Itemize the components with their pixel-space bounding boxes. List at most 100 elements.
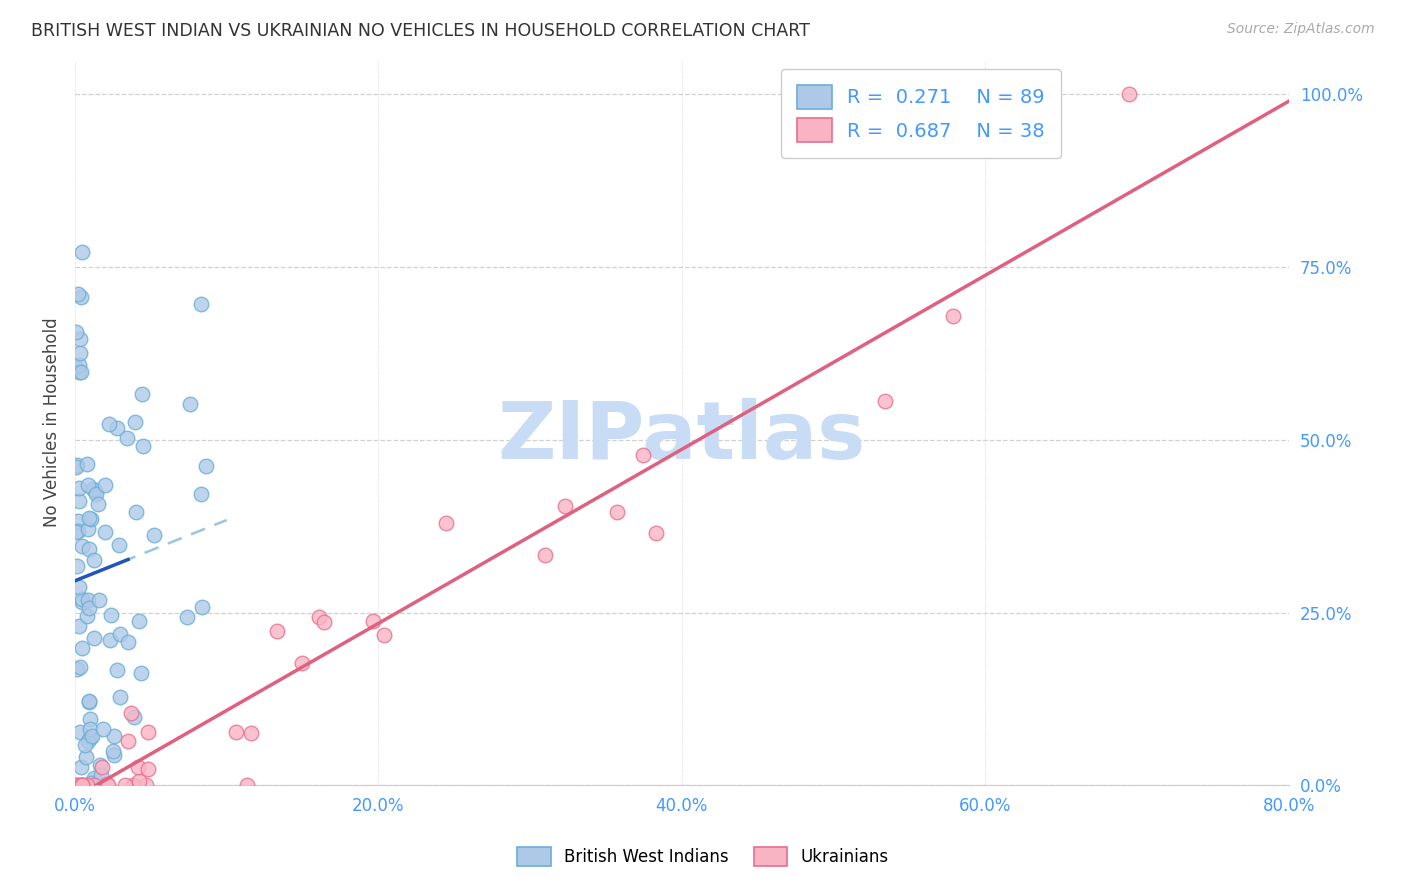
Point [120, 706, 142, 720]
Point [225, 724, 247, 739]
Point [80, 511, 103, 525]
Point [77, 511, 100, 525]
Point [105, 421, 128, 435]
Point [66, 779, 89, 793]
Point [266, 624, 288, 638]
Point [1118, 87, 1140, 102]
Point [138, 725, 160, 739]
Point [70, 779, 93, 793]
Point [75, 750, 97, 764]
Point [124, 415, 146, 429]
Point [67, 365, 90, 379]
Point [67, 779, 90, 793]
Point [94, 478, 117, 492]
Text: Source: ZipAtlas.com: Source: ZipAtlas.com [1227, 22, 1375, 37]
Point [67, 524, 90, 538]
Point [83, 631, 105, 645]
Point [131, 386, 153, 401]
Point [67, 493, 90, 508]
Point [65, 325, 87, 339]
Point [127, 760, 149, 774]
Point [67, 287, 90, 301]
Point [77, 542, 100, 557]
Point [128, 615, 150, 629]
Point [108, 627, 131, 641]
Point [76, 457, 98, 471]
Point [114, 779, 136, 793]
Point [79, 695, 101, 709]
Point [235, 779, 257, 793]
Point [89, 758, 111, 772]
Point [69, 725, 91, 739]
Point [76, 609, 98, 624]
Text: BRITISH WEST INDIAN VS UKRAINIAN NO VEHICLES IN HOUSEHOLD CORRELATION CHART: BRITISH WEST INDIAN VS UKRAINIAN NO VEHI… [31, 22, 810, 40]
Point [90, 768, 112, 782]
Point [190, 297, 212, 311]
Point [69, 346, 91, 360]
Point [135, 779, 157, 793]
Point [82, 482, 104, 496]
Point [66, 514, 89, 528]
Point [361, 614, 384, 628]
Point [72, 779, 94, 793]
Point [77, 522, 100, 536]
Point [83, 771, 105, 785]
Point [129, 666, 152, 681]
Point [77, 600, 100, 615]
Point [77, 693, 100, 707]
Point [128, 774, 150, 789]
Point [67, 619, 90, 633]
Point [131, 438, 153, 452]
Point [79, 722, 101, 736]
Point [79, 712, 101, 726]
Point [103, 748, 125, 763]
Point [98, 632, 121, 647]
Point [70, 290, 93, 304]
Point [136, 762, 159, 776]
Point [65, 360, 87, 375]
Point [67, 359, 90, 373]
Point [94, 524, 117, 539]
Point [70, 591, 93, 606]
Point [105, 663, 128, 677]
Point [117, 734, 139, 748]
Point [121, 779, 143, 793]
Point [82, 729, 104, 743]
Point [65, 459, 87, 474]
Point [125, 505, 148, 519]
Point [79, 776, 101, 790]
Point [66, 458, 89, 472]
Point [86, 487, 108, 501]
Point [195, 458, 218, 473]
Point [117, 634, 139, 648]
Point [77, 593, 100, 607]
Point [66, 558, 89, 573]
Point [942, 309, 965, 323]
Point [87, 498, 110, 512]
Point [645, 525, 668, 540]
Point [97, 779, 120, 793]
Point [115, 431, 138, 445]
Point [77, 477, 100, 491]
Point [70, 365, 93, 379]
Text: ZIPatlas: ZIPatlas [498, 398, 866, 476]
Point [108, 690, 131, 705]
Point [239, 726, 262, 740]
Point [108, 538, 131, 552]
Point [312, 615, 335, 630]
Point [84, 484, 107, 499]
Point [72, 245, 94, 260]
Point [69, 660, 91, 674]
Point [373, 628, 395, 642]
Point [83, 779, 105, 793]
Point [67, 481, 90, 495]
Point [87, 593, 110, 607]
Point [91, 760, 114, 774]
Point [70, 595, 93, 609]
Point [69, 759, 91, 773]
Point [434, 516, 457, 530]
Legend: R =  0.271    N = 89, R =  0.687    N = 38: R = 0.271 N = 89, R = 0.687 N = 38 [782, 70, 1060, 158]
Point [191, 599, 214, 614]
Point [96, 777, 118, 791]
Point [103, 744, 125, 758]
